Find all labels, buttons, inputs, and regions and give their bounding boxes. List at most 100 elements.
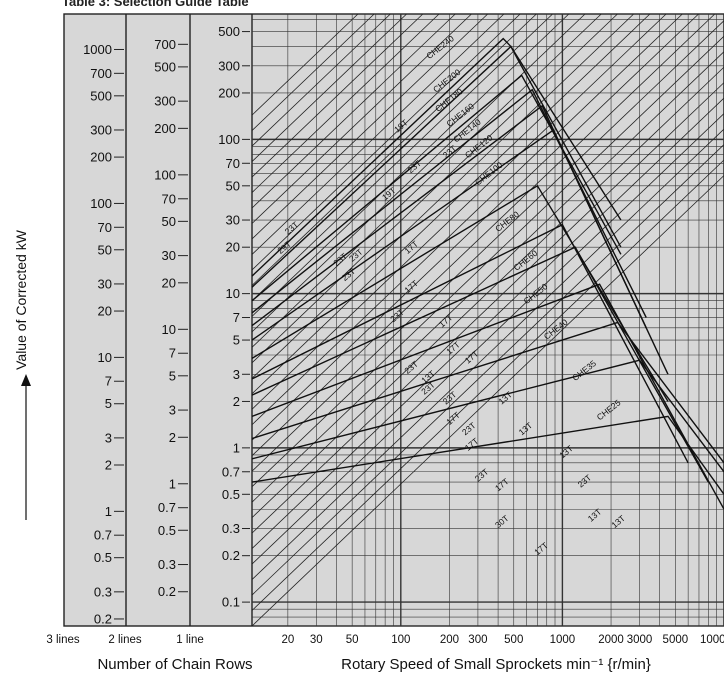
x-tick-label: 20 (281, 634, 294, 646)
y-tick-label: 0.2 (94, 611, 112, 626)
y-tick-label: 70 (98, 220, 112, 235)
rating-diagonal (251, 144, 724, 596)
page-title: Table 3: Selection Guide Table (62, 0, 249, 9)
y-tick-label: 1 (233, 440, 240, 455)
y-tick-label: 0.2 (158, 584, 176, 599)
y-tick-label: 0.3 (222, 521, 240, 536)
rating-diagonal (251, 13, 634, 379)
y-tick-label: 7 (169, 346, 176, 361)
rating-diagonal (251, 13, 683, 426)
rating-diagonal (251, 66, 724, 518)
x-tick-label: 5000 (663, 634, 689, 646)
y-tick-label: 1 (169, 476, 176, 491)
y-axis-arrowhead (21, 374, 31, 386)
x-tick-label: 50 (346, 634, 359, 646)
y-tick-label: 300 (154, 94, 176, 109)
y-tick-label: 20 (162, 275, 176, 290)
y-tick-label: 0.5 (158, 523, 176, 538)
rating-diagonal (251, 13, 456, 209)
y-tick-label: 0.3 (94, 584, 112, 599)
y-tick-label: 100 (154, 167, 176, 182)
y-tick-label: 3 (233, 367, 240, 382)
y-tick-label: 3 (169, 403, 176, 418)
x-tick-label: 2000 (598, 634, 624, 646)
y-tick-label: 700 (154, 37, 176, 52)
rating-diagonal (251, 113, 724, 565)
y-tick-label: 1000 (83, 42, 112, 57)
y-tick-label: 1 (105, 504, 112, 519)
y-tick-label: 500 (90, 88, 112, 103)
x-tick-label: 500 (504, 634, 523, 646)
x-tick-label: 1000 (550, 634, 576, 646)
y-tick-label: 200 (218, 85, 240, 100)
rows-tick-label: 1 line (176, 634, 204, 646)
y-tick-label: 10 (162, 322, 176, 337)
band-line-che160 (251, 88, 647, 318)
y-tick-label: 700 (90, 66, 112, 81)
y-tick-label: 10 (226, 286, 240, 301)
rating-diagonal (251, 13, 375, 131)
y-tick-label: 70 (226, 156, 240, 171)
rating-diagonal (251, 175, 724, 627)
y-tick-label: 30 (162, 248, 176, 263)
band-line-che180 (251, 74, 622, 302)
rating-diagonal (251, 159, 724, 611)
y-tick-label: 2 (233, 394, 240, 409)
y-tick-label: 10 (98, 350, 112, 365)
rating-diagonal (251, 13, 505, 255)
rating-diagonal (251, 13, 407, 162)
y-tick-label: 0.5 (94, 550, 112, 565)
y-tick-label: 2 (169, 430, 176, 445)
rating-diagonal (251, 13, 602, 348)
y-tick-label: 100 (218, 132, 240, 147)
band-line-che35 (251, 359, 724, 473)
rating-diagonal (251, 13, 716, 456)
y-tick-label: 0.1 (222, 595, 240, 610)
y-tick-label: 30 (226, 213, 240, 228)
rating-diagonal (251, 13, 359, 116)
y-tick-label: 2 (105, 457, 112, 472)
y-tick-label: 20 (226, 240, 240, 255)
rating-diagonal (251, 13, 651, 395)
band-line-che25 (251, 415, 724, 495)
y-tick-label: 0.7 (222, 464, 240, 479)
x-tick-label: 100 (391, 634, 410, 646)
rating-diagonal (251, 13, 553, 302)
rating-diagonal (251, 13, 472, 224)
y-tick-label: 50 (226, 178, 240, 193)
y-tick-label: 300 (218, 58, 240, 73)
band-line-che240 (251, 37, 622, 277)
y-tick-label: 200 (154, 121, 176, 136)
rating-diagonal (251, 13, 699, 441)
band-line-che120 (251, 128, 669, 375)
rating-diagonal (251, 13, 488, 240)
rating-diagonal (251, 82, 724, 534)
y-tick-label: 500 (218, 24, 240, 39)
rating-diagonal (251, 51, 724, 503)
y-tick-label: 3 (105, 430, 112, 445)
x-tick-label: 10000 (700, 634, 724, 646)
rating-diagonal (251, 128, 724, 580)
band-line-che40 (251, 321, 724, 464)
y-tick-label: 30 (98, 276, 112, 291)
band-line-che50 (251, 283, 724, 510)
y-tick-label: 100 (90, 196, 112, 211)
y-tick-label: 0.7 (158, 500, 176, 515)
y-tick-label: 0.5 (222, 487, 240, 502)
rating-diagonal (251, 13, 440, 193)
y-tick-label: 50 (98, 242, 112, 257)
rating-diagonal (251, 20, 724, 472)
y-tick-label: 5 (105, 396, 112, 411)
rows-tick-label: 3 lines (46, 634, 79, 646)
y-tick-label: 200 (90, 150, 112, 165)
y-tick-label: 5 (233, 333, 240, 348)
band-line-che80 (251, 223, 689, 464)
rating-diagonal (251, 13, 586, 333)
rating-diagonal (251, 13, 391, 147)
x-tick-label: 3000 (627, 634, 653, 646)
rating-diagonal (251, 13, 424, 178)
y-tick-label: 5 (169, 368, 176, 383)
y-tick-label: 300 (90, 122, 112, 137)
rating-diagonal (251, 97, 724, 549)
